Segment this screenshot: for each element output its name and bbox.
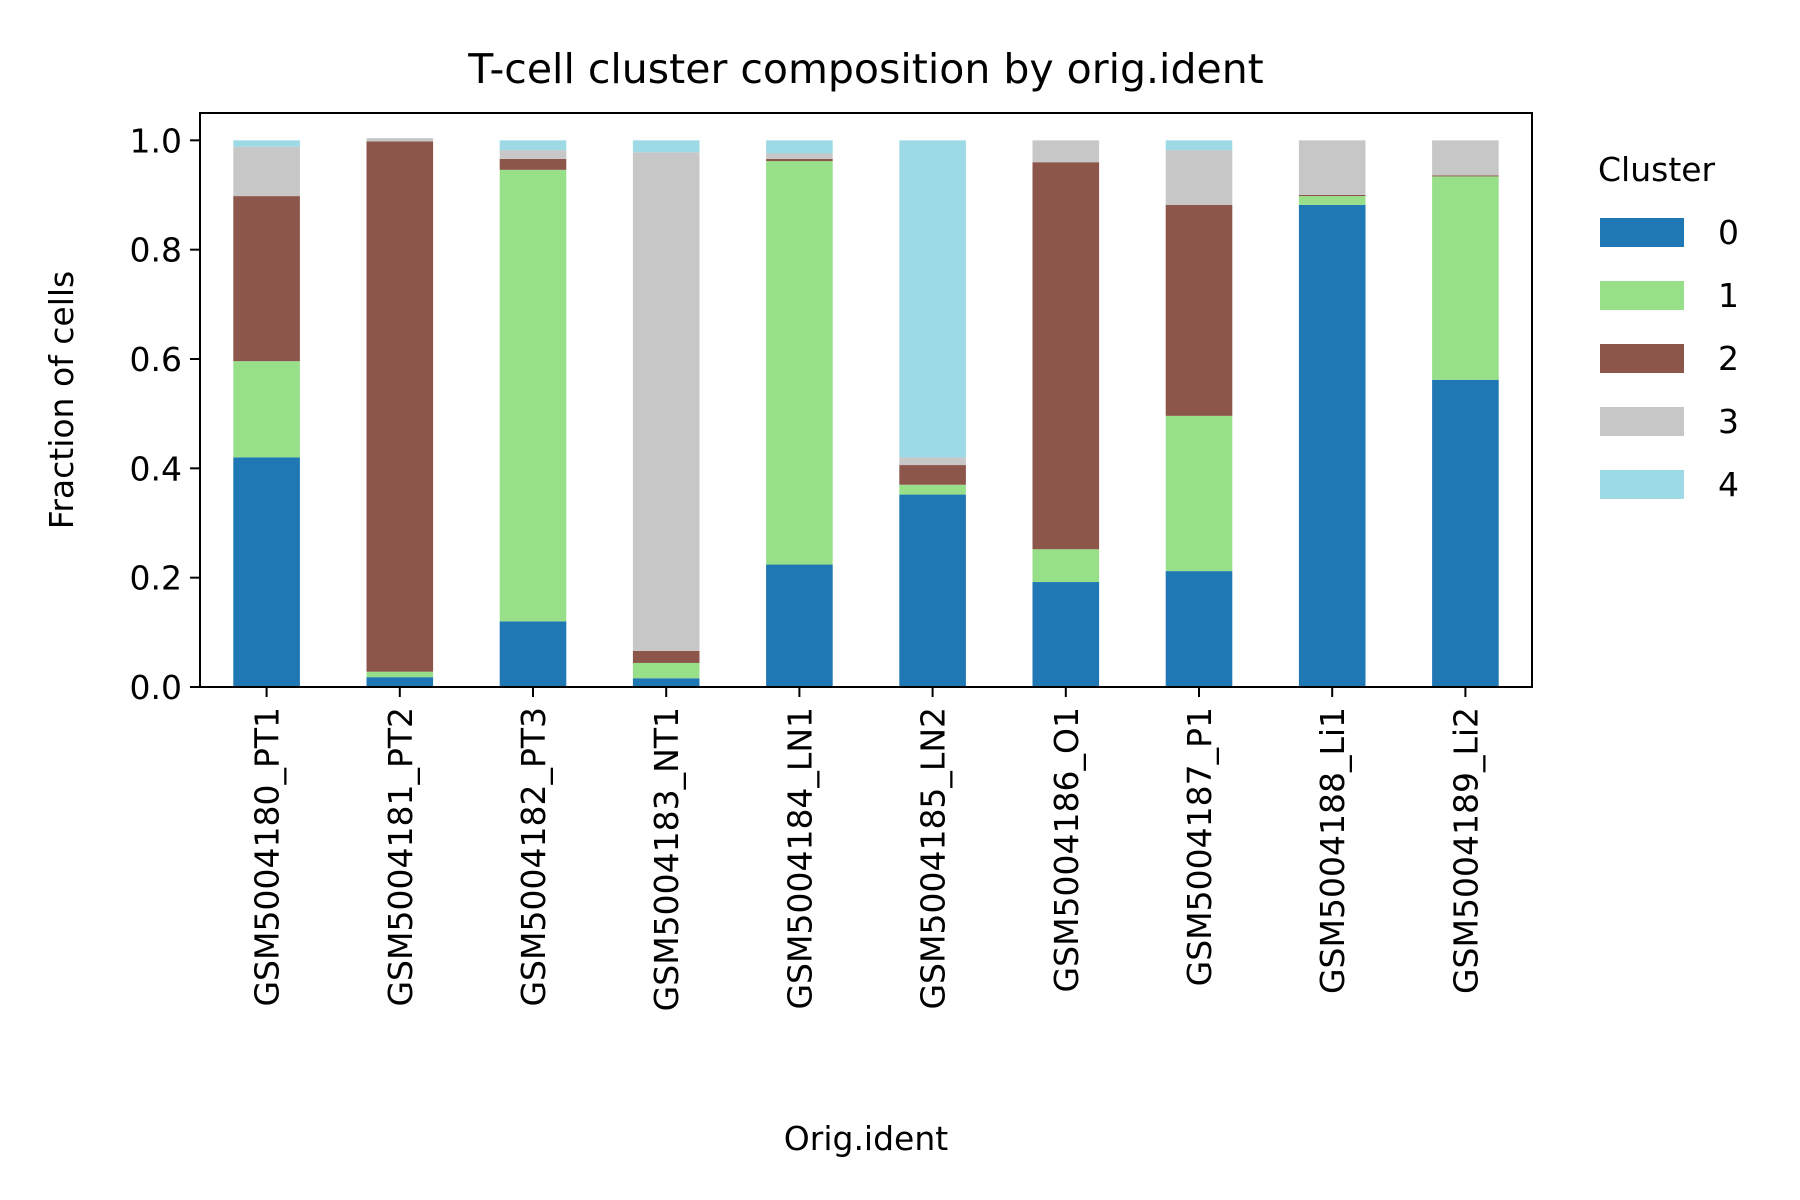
x-axis-label: Orig.ident [784,1119,948,1158]
x-tick-label: GSM5004181_PT2 [381,707,420,1007]
bar-segment-GSM5004185_LN2-cluster-4 [899,140,966,458]
bar-segment-GSM5004183_NT1-cluster-0 [632,678,700,687]
bar-segment-GSM5004183_NT1-cluster-3 [632,152,700,651]
x-tick-label: GSM5004182_PT3 [514,707,553,1007]
bar-segment-GSM5004188_Li1-cluster-3 [1298,140,1366,195]
bar-segment-GSM5004181_PT2-cluster-3 [366,138,434,142]
bar-segment-GSM5004185_LN2-cluster-0 [899,494,966,687]
bar-segment-GSM5004188_Li1-cluster-1 [1298,196,1366,205]
bar-segment-GSM5004188_Li1-cluster-2 [1298,195,1366,197]
bar-segment-GSM5004182_PT3-cluster-2 [499,158,567,170]
bar-segment-GSM5004182_PT3-cluster-4 [499,140,567,151]
bar-segment-GSM5004185_LN2-cluster-1 [899,484,966,495]
bar-segment-GSM5004180_PT1-cluster-1 [233,361,300,458]
bar-segment-GSM5004184_LN1-cluster-4 [766,140,833,154]
x-tick-label: GSM5004189_Li2 [1446,707,1485,994]
bar-segment-GSM5004181_PT2-cluster-2 [366,141,434,672]
y-tick-label: 0.8 [130,231,182,270]
bar-segment-GSM5004181_PT2-cluster-1 [366,671,434,678]
bar-segment-GSM5004187_P1-cluster-1 [1165,415,1233,572]
y-tick-label: 0.4 [130,449,182,488]
bar-segment-GSM5004186_O1-cluster-0 [1032,582,1100,687]
bar-segment-GSM5004180_PT1-cluster-2 [233,196,300,362]
legend-swatch-cluster-0 [1600,218,1684,247]
legend-title: Cluster [1598,150,1716,189]
bar-segment-GSM5004183_NT1-cluster-2 [632,650,700,663]
legend-label-cluster-2: 2 [1718,339,1739,378]
bar-segment-GSM5004187_P1-cluster-4 [1165,140,1233,151]
y-tick-label: 1.0 [130,121,182,160]
bar-segment-GSM5004186_O1-cluster-3 [1032,140,1100,163]
legend-swatch-cluster-4 [1600,470,1684,499]
y-axis: 0.0 0.2 0.4 0.6 0.8 1.0 [130,121,200,707]
bar-segment-GSM5004189_Li2-cluster-1 [1432,176,1499,380]
y-tick-label: 0.0 [130,668,182,707]
bar-segment-GSM5004186_O1-cluster-1 [1032,549,1100,583]
legend-swatch-cluster-2 [1600,344,1684,373]
bar-segment-GSM5004180_PT1-cluster-0 [233,457,300,687]
bar-segment-GSM5004182_PT3-cluster-0 [499,621,567,687]
bar-segment-GSM5004180_PT1-cluster-3 [233,146,300,197]
bar-segment-GSM5004184_LN1-cluster-3 [766,153,833,159]
bar-segment-GSM5004182_PT3-cluster-1 [499,169,567,622]
x-tick-label: GSM5004185_LN2 [914,707,953,1010]
legend-label-cluster-4: 4 [1718,465,1739,504]
x-tick-label: GSM5004187_P1 [1180,707,1219,986]
bar-segment-GSM5004188_Li1-cluster-0 [1298,204,1366,687]
bar-segment-GSM5004187_P1-cluster-3 [1165,150,1233,205]
bars-layer [233,138,1499,687]
bar-segment-GSM5004184_LN1-cluster-0 [766,564,833,687]
bar-segment-GSM5004186_O1-cluster-2 [1032,162,1100,550]
bar-segment-GSM5004189_Li2-cluster-3 [1432,140,1499,176]
bar-segment-GSM5004183_NT1-cluster-1 [632,662,700,679]
legend-label-cluster-0: 0 [1718,213,1739,252]
bar-segment-GSM5004189_Li2-cluster-0 [1432,379,1499,687]
bar-segment-GSM5004181_PT2-cluster-0 [366,677,434,687]
x-tick-label: GSM5004180_PT1 [248,707,287,1007]
bar-segment-GSM5004184_LN1-cluster-1 [766,161,833,565]
bar-segment-GSM5004180_PT1-cluster-4 [233,140,300,147]
x-tick-label: GSM5004186_O1 [1047,707,1086,992]
x-tick-label: GSM5004188_Li1 [1313,707,1352,994]
bar-segment-GSM5004182_PT3-cluster-3 [499,150,567,159]
bar-segment-GSM5004183_NT1-cluster-4 [632,140,700,153]
legend: Cluster 0 1 2 3 4 [1598,150,1739,504]
legend-label-cluster-1: 1 [1718,276,1739,315]
legend-swatch-cluster-1 [1600,281,1684,310]
x-tick-label: GSM5004184_LN1 [780,707,819,1010]
bar-segment-GSM5004185_LN2-cluster-3 [899,457,966,466]
chart-title: T-cell cluster composition by orig.ident [467,45,1264,93]
x-tick-label: GSM5004183_NT1 [647,707,686,1011]
bar-segment-GSM5004184_LN1-cluster-2 [766,158,833,162]
y-tick-label: 0.2 [130,559,182,598]
x-axis: GSM5004180_PT1 GSM5004181_PT2 GSM5004182_P… [248,687,1485,1011]
bar-segment-GSM5004187_P1-cluster-2 [1165,204,1233,416]
bar-segment-GSM5004189_Li2-cluster-2 [1432,175,1499,177]
plot-frame [199,112,1533,688]
legend-swatch-cluster-3 [1600,407,1684,436]
legend-label-cluster-3: 3 [1718,402,1739,441]
bar-segment-GSM5004187_P1-cluster-0 [1165,571,1233,687]
y-axis-label: Fraction of cells [42,271,81,530]
bar-segment-GSM5004185_LN2-cluster-2 [899,465,966,485]
y-tick-label: 0.6 [130,340,182,379]
